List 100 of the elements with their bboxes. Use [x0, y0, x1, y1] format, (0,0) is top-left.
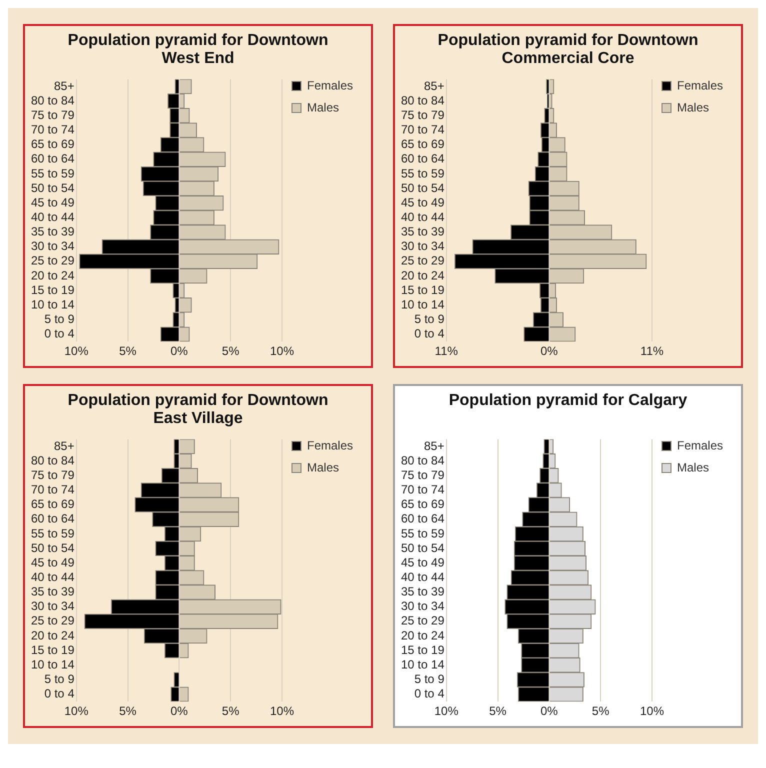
y-tick-label: 30 to 34: [30, 239, 75, 254]
y-tick-label: 10 to 14: [400, 297, 445, 312]
y-tick-label: 5 to 9: [414, 312, 445, 326]
y-tick-label: 85+: [424, 78, 444, 93]
x-tick-label: 5%: [222, 704, 240, 718]
y-tick-label: 25 to 29: [30, 614, 75, 628]
x-tick-label: 5%: [119, 344, 137, 358]
y-tick-label: 0 to 4: [44, 686, 75, 701]
y-tick-label: 25 to 29: [400, 614, 445, 628]
y-tick-label: 55 to 59: [30, 166, 75, 180]
y-tick-label: 20 to 24: [30, 268, 75, 282]
y-tick-label: 10 to 14: [30, 657, 75, 672]
x-tick-label: 11%: [434, 344, 458, 358]
x-tick-label: 0%: [540, 344, 558, 358]
x-tick-label: 0%: [170, 344, 188, 358]
legend-label: Males: [676, 460, 709, 474]
y-tick-label: 50 to 54: [30, 180, 75, 195]
y-tick-label: 70 to 74: [400, 122, 445, 137]
y-tick-label: 70 to 74: [30, 482, 75, 497]
chart-title: Population pyramid for Downtown Commercial Core: [436, 32, 700, 68]
legend-label: Males: [306, 100, 339, 114]
y-tick-label: 75 to 79: [400, 108, 445, 122]
y-tick-label: 30 to 34: [30, 599, 75, 614]
x-tick-label: 10%: [270, 704, 294, 718]
x-tick-label: 5%: [222, 344, 240, 358]
y-tick-label: 35 to 39: [30, 224, 75, 239]
x-tick-label: 5%: [592, 704, 610, 718]
x-tick-label: 0%: [170, 704, 188, 718]
legend-label: Females: [676, 438, 723, 452]
y-tick-label: 45 to 49: [400, 555, 445, 570]
y-tick-label: 60 to 64: [400, 512, 445, 526]
y-tick-label: 30 to 34: [400, 239, 445, 254]
y-tick-label: 40 to 44: [30, 570, 75, 584]
y-tick-label: 0 to 4: [414, 326, 445, 341]
y-tick-label: 60 to 64: [30, 152, 75, 166]
y-tick-label: 80 to 84: [400, 453, 445, 468]
x-tick-label: 10%: [64, 344, 89, 358]
y-tick-label: 5 to 9: [414, 672, 445, 686]
y-tick-label: 85+: [424, 438, 444, 453]
y-tick-label: 75 to 79: [30, 468, 75, 482]
y-tick-label: 70 to 74: [400, 482, 445, 497]
y-tick-label: 15 to 19: [400, 642, 445, 657]
legend-label: Females: [306, 78, 353, 92]
y-tick-label: 80 to 84: [30, 93, 75, 108]
y-tick-label: 75 to 79: [30, 108, 75, 122]
x-tick-label: 5%: [119, 704, 137, 718]
chart-title: Population pyramid for Downtown West End: [66, 32, 330, 68]
x-tick-label: 0%: [540, 704, 558, 718]
y-tick-label: 10 to 14: [400, 657, 445, 672]
y-tick-label: 15 to 19: [30, 282, 75, 297]
y-tick-label: 5 to 9: [44, 312, 75, 326]
y-tick-label: 20 to 24: [30, 628, 75, 642]
y-tick-label: 5 to 9: [44, 672, 75, 686]
x-tick-label: 10%: [640, 704, 664, 718]
y-tick-label: 45 to 49: [30, 195, 75, 210]
y-tick-label: 50 to 54: [400, 540, 445, 555]
legend-label: Males: [676, 100, 709, 114]
y-tick-label: 15 to 19: [400, 282, 445, 297]
legend-label: Females: [676, 78, 723, 92]
y-tick-label: 0 to 4: [414, 686, 445, 701]
y-tick-label: 25 to 29: [400, 254, 445, 268]
y-tick-label: 75 to 79: [400, 468, 445, 482]
y-tick-label: 45 to 49: [400, 195, 445, 210]
y-tick-label: 45 to 49: [30, 555, 75, 570]
y-tick-label: 40 to 44: [400, 570, 445, 584]
y-tick-label: 60 to 64: [400, 152, 445, 166]
y-tick-label: 15 to 19: [30, 642, 75, 657]
y-tick-label: 80 to 84: [400, 93, 445, 108]
legend-label: Females: [306, 438, 353, 452]
legend-label: Males: [306, 460, 339, 474]
y-tick-label: 40 to 44: [30, 210, 75, 224]
y-tick-label: 40 to 44: [400, 210, 445, 224]
y-tick-label: 65 to 69: [30, 497, 75, 512]
y-tick-label: 65 to 69: [400, 497, 445, 512]
y-tick-label: 85+: [54, 78, 74, 93]
y-tick-label: 85+: [54, 438, 74, 453]
y-tick-label: 10 to 14: [30, 297, 75, 312]
x-tick-label: 11%: [640, 344, 664, 358]
x-tick-label: 10%: [64, 704, 89, 718]
y-tick-label: 70 to 74: [30, 122, 75, 137]
y-tick-label: 60 to 64: [30, 512, 75, 526]
y-tick-label: 30 to 34: [400, 599, 445, 614]
y-tick-label: 80 to 84: [30, 453, 75, 468]
chart-title: Population pyramid for Calgary: [448, 392, 688, 410]
y-tick-label: 65 to 69: [30, 137, 75, 152]
y-tick-label: 20 to 24: [400, 268, 445, 282]
y-tick-label: 50 to 54: [400, 180, 445, 195]
x-tick-label: 10%: [434, 704, 459, 718]
y-tick-label: 35 to 39: [400, 584, 445, 599]
y-tick-label: 55 to 59: [400, 166, 445, 180]
y-tick-label: 0 to 4: [44, 326, 75, 341]
y-tick-label: 35 to 39: [400, 224, 445, 239]
x-tick-label: 10%: [270, 344, 294, 358]
y-tick-label: 25 to 29: [30, 254, 75, 268]
chart-title: Population pyramid for Downtown East Village: [66, 392, 330, 428]
y-tick-label: 35 to 39: [30, 584, 75, 599]
y-tick-label: 55 to 59: [400, 526, 445, 540]
y-tick-label: 50 to 54: [30, 540, 75, 555]
y-tick-label: 65 to 69: [400, 137, 445, 152]
y-tick-label: 55 to 59: [30, 526, 75, 540]
